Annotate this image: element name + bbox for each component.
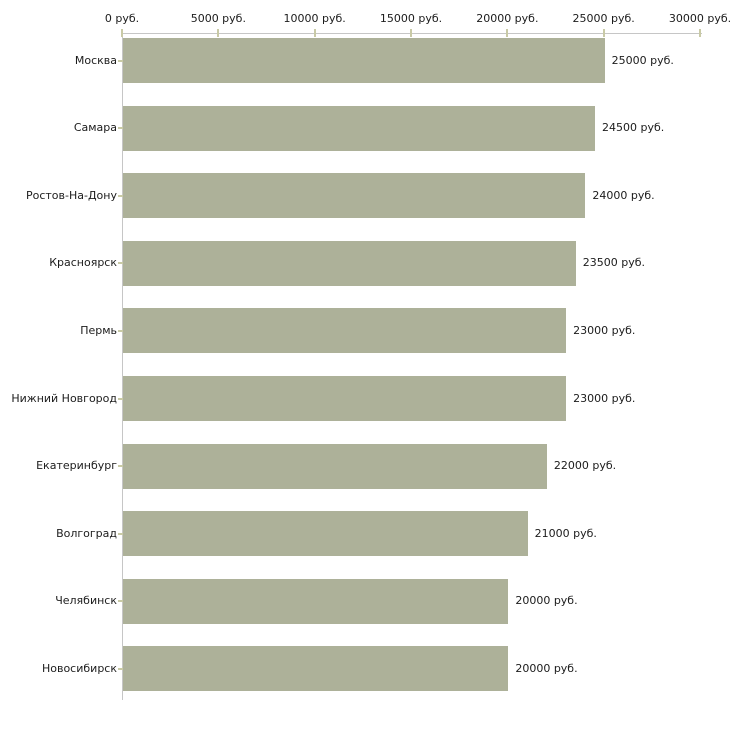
category-label: Нижний Новгород <box>11 391 117 405</box>
category-label: Ростов-На-Дону <box>25 188 117 202</box>
x-axis-line <box>122 33 702 34</box>
y-axis-tick-mark <box>118 127 123 130</box>
y-axis-tick-mark <box>118 397 123 400</box>
bar-6 <box>123 376 567 421</box>
y-axis-tick-mark <box>118 465 123 468</box>
y-axis-tick-mark <box>118 262 123 265</box>
y-axis-tick-mark <box>118 329 123 332</box>
x-axis-tick-mark <box>506 29 509 37</box>
category-label: Самара <box>73 121 117 135</box>
y-axis-tick-mark <box>118 59 123 62</box>
x-axis-tick-label: 15000 руб. <box>379 12 443 25</box>
value-label: 23500 руб. <box>582 256 646 270</box>
category-label: Челябинск <box>55 594 117 608</box>
value-label: 25000 руб. <box>611 53 674 67</box>
category-label: Пермь <box>80 323 117 337</box>
x-axis-tick-label: 25000 руб. <box>572 12 635 25</box>
x-axis-tick-label: 10000 руб. <box>283 12 346 25</box>
x-axis-tick-mark <box>699 29 701 37</box>
bar-2 <box>123 105 596 151</box>
category-label: Новосибирск <box>41 661 117 675</box>
bar-9 <box>123 578 509 624</box>
value-label: 24500 руб. <box>602 121 665 135</box>
y-axis-tick-mark <box>118 600 123 603</box>
bar-4 <box>123 240 576 286</box>
category-label: Волгоград <box>56 526 117 540</box>
y-axis-tick-mark <box>118 194 123 197</box>
value-label: 20000 руб. <box>515 661 578 675</box>
y-axis-line <box>122 33 123 700</box>
x-axis-tick-mark <box>410 29 412 37</box>
x-axis-tick-mark <box>217 29 220 37</box>
x-axis-tick-label: 30000 руб. <box>668 12 730 25</box>
value-label: 23000 руб. <box>573 391 636 405</box>
y-axis-tick-mark <box>118 532 123 535</box>
value-label: 21000 руб. <box>534 526 597 540</box>
category-label: Екатеринбург <box>36 459 117 473</box>
x-axis-tick-mark <box>121 29 123 37</box>
bar-7 <box>123 443 547 489</box>
x-axis-tick-label: 0 руб. <box>104 12 140 25</box>
y-axis-tick-mark <box>118 667 123 670</box>
category-label: Москва <box>74 53 117 67</box>
value-label: 20000 руб. <box>515 594 578 608</box>
value-label: 22000 руб. <box>553 459 617 473</box>
bar-3 <box>123 173 586 219</box>
value-label: 24000 руб. <box>592 188 655 202</box>
bar-10 <box>123 646 509 692</box>
x-axis-tick-mark <box>602 29 605 37</box>
x-axis-tick-label: 20000 руб. <box>476 12 539 25</box>
x-axis-tick-mark <box>313 29 316 37</box>
bar-8 <box>123 511 528 557</box>
value-label: 23000 руб. <box>573 323 636 337</box>
category-label: Красноярск <box>49 256 117 270</box>
bar-5 <box>123 308 567 354</box>
x-axis-tick-label: 5000 руб. <box>190 12 246 25</box>
bar-1 <box>123 38 605 83</box>
